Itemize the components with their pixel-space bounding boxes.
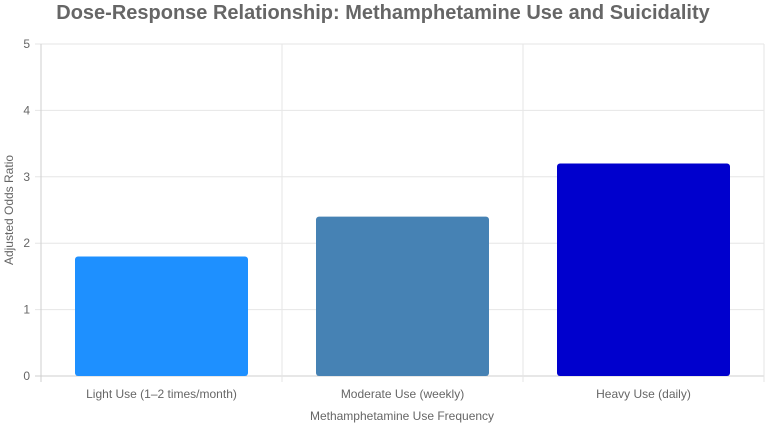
bars: [75, 163, 730, 376]
bar: [316, 216, 489, 376]
x-axis-ticks: Light Use (1–2 times/month) Moderate Use …: [86, 387, 691, 401]
y-tick-label: 1: [23, 303, 30, 317]
x-axis-title: Methamphetamine Use Frequency: [310, 409, 494, 423]
x-tick-label: Moderate Use (weekly): [341, 387, 464, 401]
chart-title: Dose-Response Relationship: Methamphetam…: [56, 2, 710, 24]
y-tick-label: 4: [23, 103, 30, 117]
y-axis-title: Adjusted Odds Ratio: [2, 155, 16, 265]
bar: [75, 256, 248, 376]
y-tick-label: 0: [23, 369, 30, 383]
y-axis-ticks: 0 1 2 3 4 5: [23, 37, 30, 383]
y-tick-label: 3: [23, 170, 30, 184]
y-tick-label: 5: [23, 37, 30, 51]
x-tick-label: Light Use (1–2 times/month): [86, 387, 237, 401]
bar: [557, 163, 730, 376]
x-tick-label: Heavy Use (daily): [596, 387, 691, 401]
y-tick-label: 2: [23, 236, 30, 250]
